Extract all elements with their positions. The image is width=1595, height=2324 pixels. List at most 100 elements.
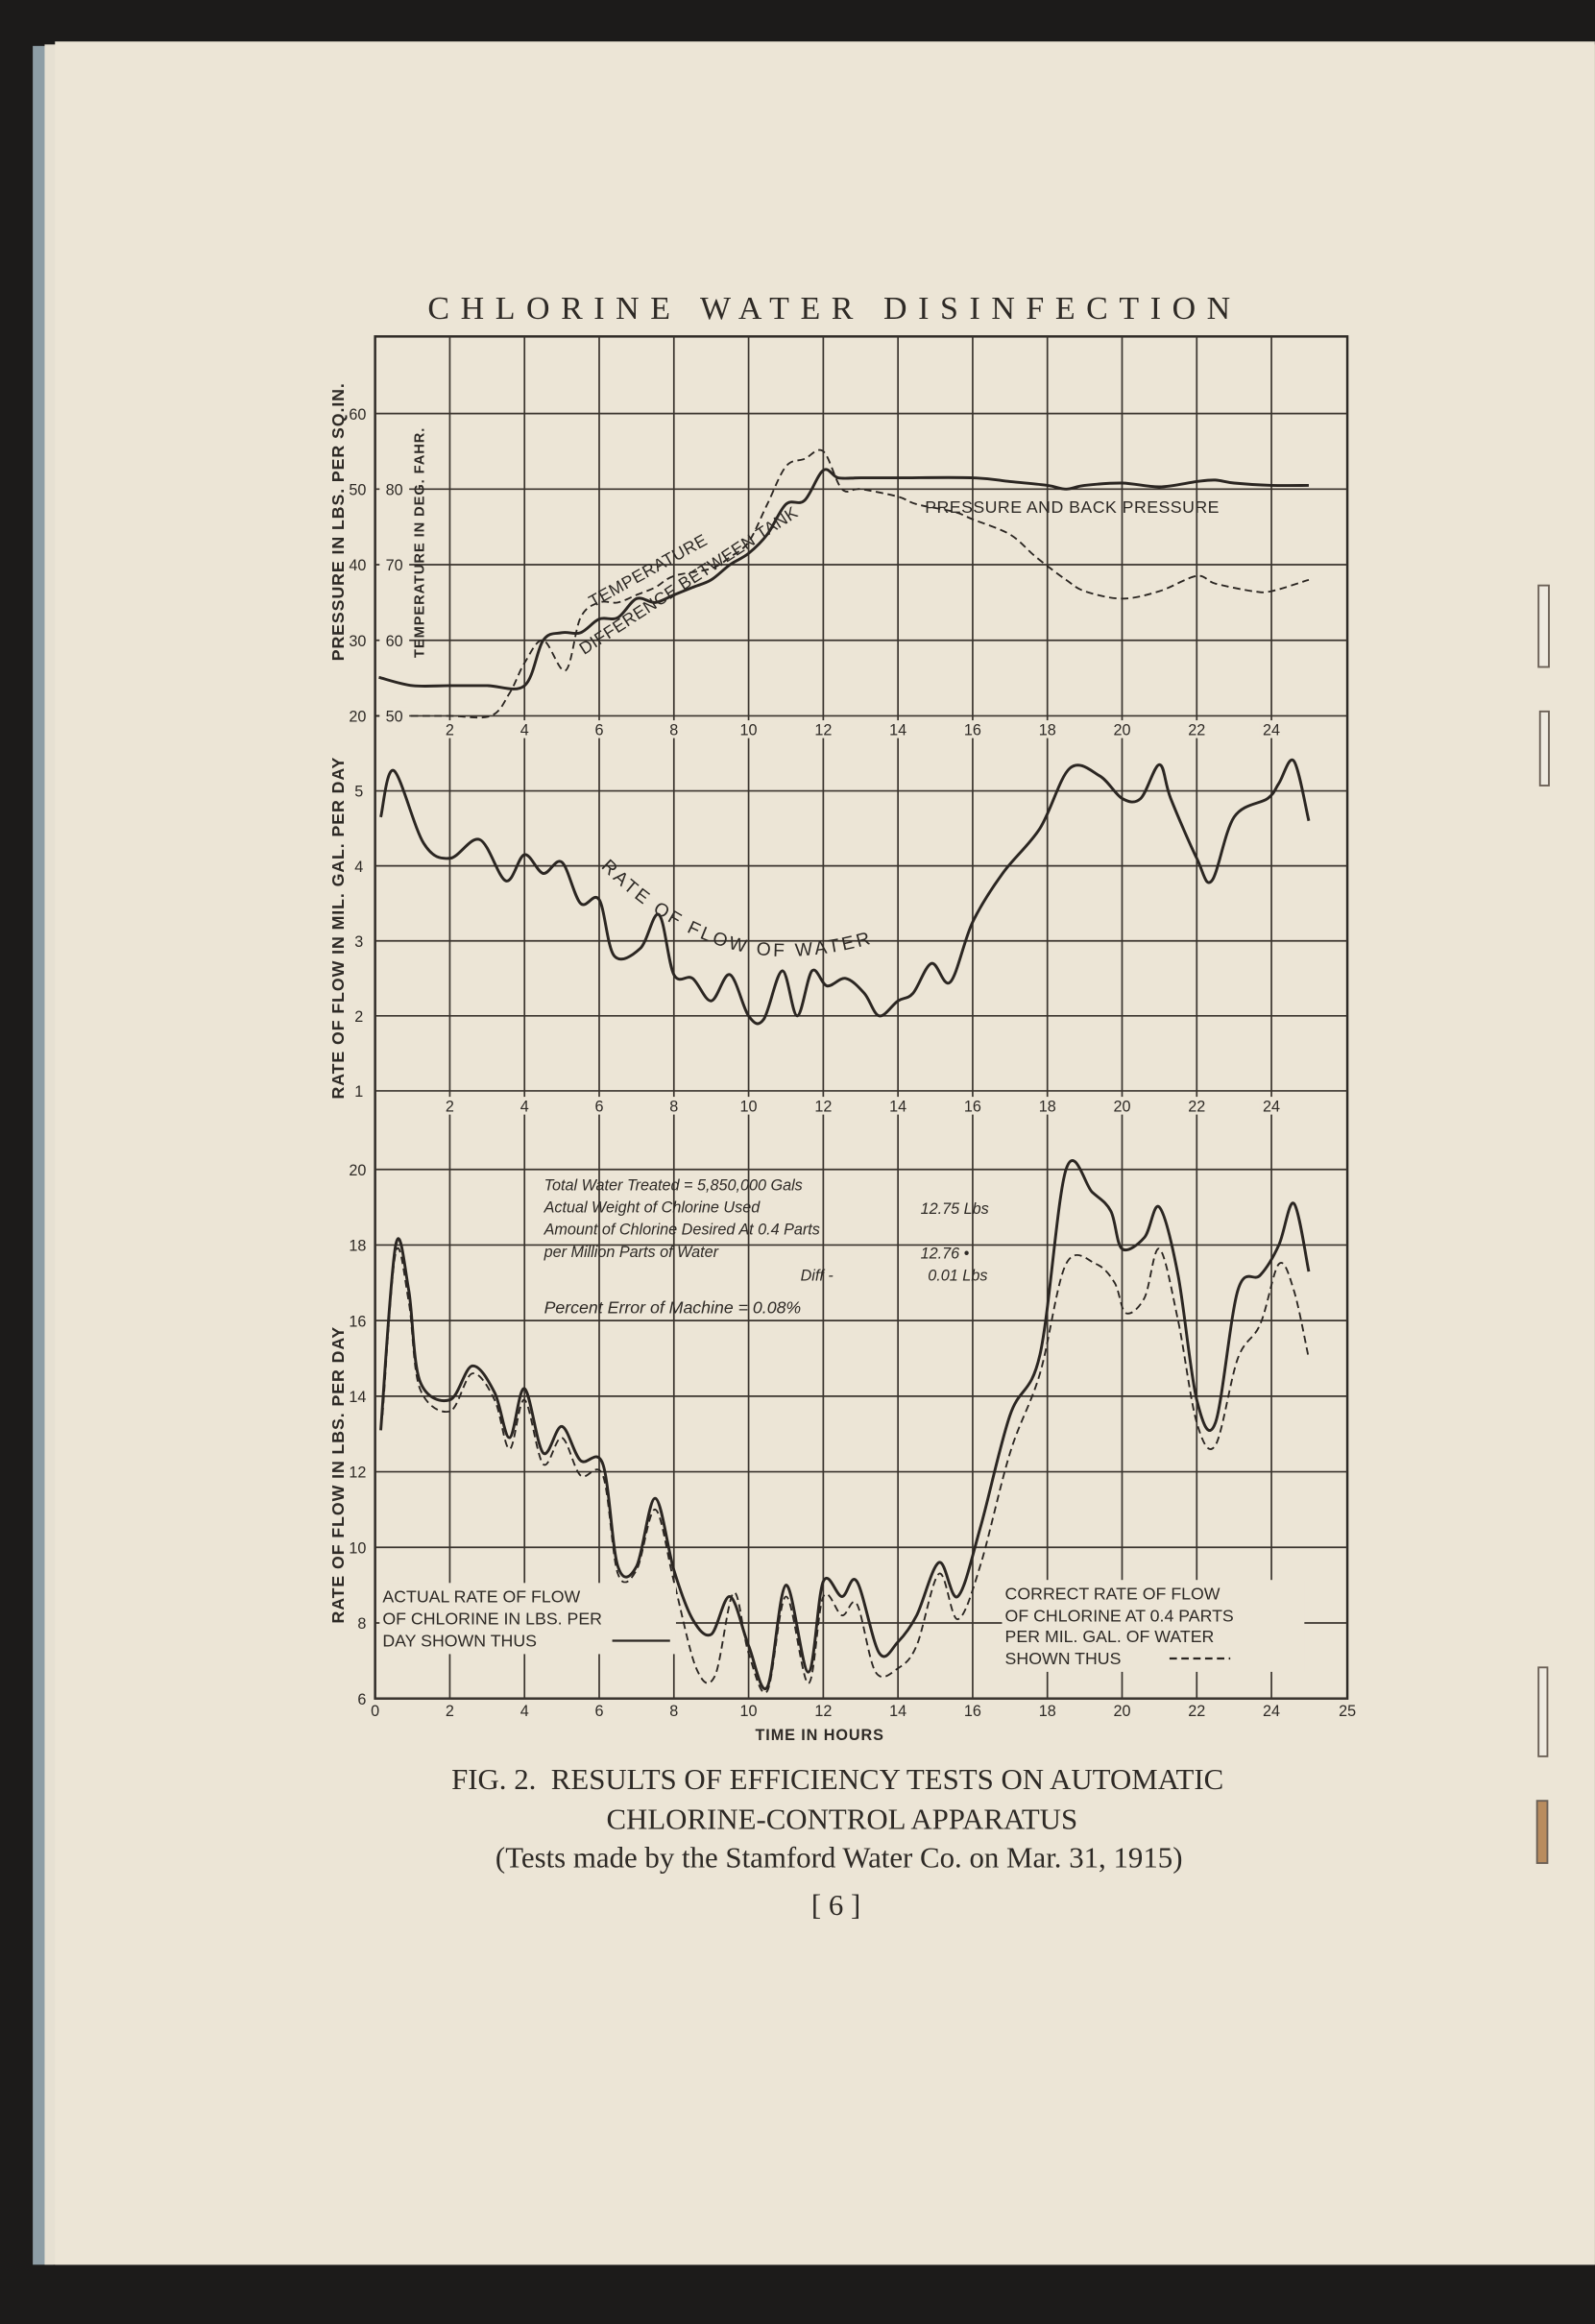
legend-actual: ACTUAL RATE OF FLOW OF CHLORINE IN LBS. … (379, 1583, 676, 1655)
x-tick-label: 12 (814, 1099, 832, 1116)
x-axis-label: TIME IN HOURS (755, 1727, 883, 1744)
y-tick-label-pressure: 60 (349, 406, 366, 424)
x-tick-label: 14 (889, 1099, 906, 1116)
running-head: CHLORINE WATER DISINFECTION (427, 291, 1241, 327)
legend-correct-line-2: OF CHLORINE AT 0.4 PARTS (1005, 1606, 1234, 1625)
y-tick-label-temperature: 80 (386, 481, 403, 498)
series-curves (375, 448, 1311, 1694)
note-diff-value: 0.01 Lbs (928, 1267, 987, 1284)
y-tick-label-pressure: 30 (349, 633, 366, 650)
x-tick-label: 22 (1188, 722, 1205, 739)
y-tick-label-temperature: 70 (386, 557, 403, 574)
x-tick-label: 10 (740, 722, 758, 739)
tick-label-backdrop (1110, 1097, 1134, 1115)
tick-label-backdrop (379, 555, 410, 572)
x-tick-label: 10 (740, 1099, 758, 1116)
pressure-curve-label-horizontal: PRESSURE AND BACK PRESSURE (925, 497, 1220, 517)
tick-label-backdrop (885, 1097, 910, 1115)
staple (1538, 710, 1550, 787)
y-tick-label-chlorine-flow: 6 (357, 1691, 366, 1708)
y-tick-label-chlorine-flow: 20 (349, 1162, 366, 1179)
tick-label-backdrop (960, 720, 985, 738)
tick-label-backdrop (662, 1097, 687, 1115)
tick-label-backdrop (1110, 720, 1134, 738)
tick-label-backdrop (379, 631, 410, 648)
x-tick-label: 14 (889, 722, 906, 739)
x-tick-label: 6 (594, 1099, 603, 1116)
y-tick-label-water-flow: 4 (354, 859, 363, 876)
x-tick-label: 12 (814, 722, 832, 739)
y-tick-label-water-flow: 1 (354, 1083, 363, 1101)
x-tick-label: 20 (1113, 1099, 1130, 1116)
x-tick-label: 22 (1188, 1099, 1205, 1116)
x-tick-label: 10 (740, 1703, 758, 1720)
legend-actual-line-2: OF CHLORINE IN LBS. PER (382, 1610, 602, 1629)
tick-label-backdrop (737, 720, 761, 738)
tick-label-backdrop (811, 720, 835, 738)
tick-label-backdrop (960, 1097, 985, 1115)
tick-label-backdrop (587, 1097, 612, 1115)
legend-actual-line-1: ACTUAL RATE OF FLOW (382, 1586, 580, 1606)
x-tick-label: 16 (964, 1703, 981, 1720)
x-tick-label: 2 (446, 1703, 454, 1720)
x-tick-label: 6 (594, 722, 603, 739)
tick-labels: 2 4 6 8 10 12 14 16 18 20 22 242 4 6 8 10 12 14 16 18 20 22 24… (349, 406, 1356, 1720)
note-total-water: Total Water Treated = 5,850,000 Gals (544, 1176, 803, 1194)
x-tick-label: 18 (1039, 1703, 1056, 1720)
page-paper (55, 41, 1595, 2265)
y-tick-label-temperature: 60 (386, 633, 403, 650)
water-flow-line (379, 758, 1311, 1026)
x-tick-label: 16 (964, 1099, 981, 1116)
y-tick-label-chlorine-flow: 18 (349, 1238, 366, 1255)
note-diff-label: Diff - (801, 1267, 834, 1284)
tick-label-backdrop (1035, 720, 1060, 738)
y-tick-label-chlorine-flow: 10 (349, 1539, 366, 1557)
x-tick-label: 0 (371, 1703, 379, 1720)
x-tick-label: 18 (1039, 722, 1056, 739)
actual-chlorine-flow-line (379, 1159, 1311, 1691)
x-tick-label: 6 (594, 1703, 603, 1720)
x-tick-label: 2 (446, 722, 454, 739)
x-tick-label: 24 (1263, 1099, 1280, 1116)
y-axis-label-temperature: TEMPERATURE IN DEG. FAHR. (413, 427, 428, 658)
note-actual-weight: Actual Weight of Chlorine Used (544, 1198, 761, 1216)
legend-correct-line-3: PER MIL. GAL. OF WATER (1005, 1627, 1215, 1646)
x-tick-label: 4 (520, 1099, 529, 1116)
tick-label-backdrop (587, 720, 612, 738)
y-tick-label-water-flow: 2 (354, 1008, 363, 1026)
tick-label-backdrop (438, 1097, 462, 1115)
x-tick-label: 8 (669, 722, 678, 739)
y-tick-label-pressure: 20 (349, 709, 366, 726)
staple (1537, 1666, 1549, 1757)
y-axis-label-pressure: PRESSURE IN LBS. PER SQ.IN. (328, 382, 348, 661)
note-desired-value: 12.76 • (921, 1245, 970, 1262)
staple (1535, 1800, 1549, 1864)
note-desired-2: per Million Parts of Water (544, 1244, 719, 1261)
tick-label-backdrop (737, 1097, 761, 1115)
tick-label-backdrop (438, 720, 462, 738)
y-tick-label-pressure: 50 (349, 481, 366, 498)
staple (1537, 584, 1550, 668)
x-tick-label: 20 (1113, 722, 1130, 739)
y-axis-label-water-flow: RATE OF FLOW IN MIL. GAL. PER DAY (328, 757, 348, 1100)
x-tick-label: 24 (1263, 1703, 1280, 1720)
x-tick-label: 2 (446, 1099, 454, 1116)
tick-label-backdrop (1259, 1097, 1284, 1115)
legend-actual-backdrop (379, 1583, 676, 1655)
tick-label-backdrop (1184, 1097, 1209, 1115)
y-tick-label-chlorine-flow: 14 (349, 1389, 366, 1406)
tick-label-backdrop (512, 720, 537, 738)
tick-label-backdrop (512, 1097, 537, 1115)
x-tick-label: 4 (520, 1703, 529, 1720)
page-number: [ 6 ] (811, 1889, 860, 1922)
tick-label-backdrop (1035, 1097, 1060, 1115)
x-tick-label: 25 (1339, 1703, 1356, 1720)
x-tick-label: 18 (1039, 1099, 1056, 1116)
y-tick-label-water-flow: 5 (354, 784, 363, 801)
y-tick-label-water-flow: 3 (354, 933, 363, 951)
legend-correct-line-4: SHOWN THUS (1005, 1649, 1122, 1668)
tick-label-backdrop (811, 1097, 835, 1115)
x-tick-label: 8 (669, 1099, 678, 1116)
pressure-difference-line (378, 468, 1309, 690)
y-tick-label-chlorine-flow: 12 (349, 1465, 366, 1482)
